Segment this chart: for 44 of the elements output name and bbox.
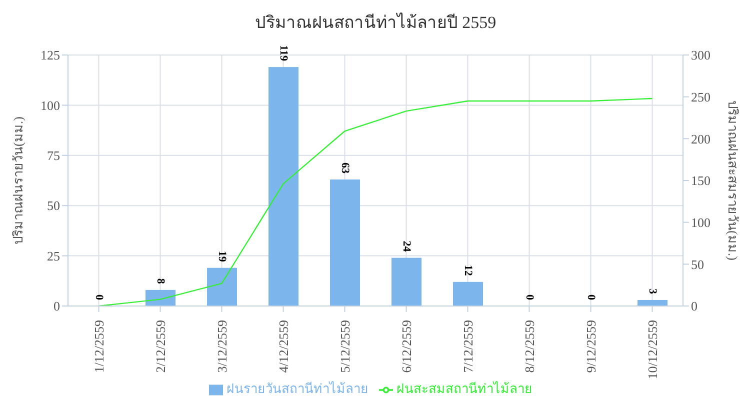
x-tick-label: 8/12/2559 (522, 320, 537, 373)
y-tick-label: 125 (40, 48, 60, 63)
legend-label: ฝนสะสมสถานีท่าไม้ลาย (396, 381, 532, 396)
y2-tick-label: 50 (691, 256, 704, 272)
bar (268, 67, 298, 306)
y2-tick-label: 200 (691, 131, 710, 146)
x-tick-label: 10/12/2559 (644, 320, 660, 380)
y2-tick-label: 250 (691, 89, 710, 104)
y2-tick-label: 150 (691, 173, 710, 188)
y-tick-label: 75 (47, 148, 60, 164)
data-label: 8 (154, 278, 166, 284)
data-label: 0 (585, 294, 597, 300)
y-tick-label: 25 (47, 248, 60, 264)
bar (638, 300, 668, 306)
x-tick-label: 6/12/2559 (398, 320, 414, 373)
x-tick-label: 2/12/2559 (152, 320, 168, 373)
y-axis-title: ปริมาณฝนรายวัน(มม.) (10, 116, 26, 244)
y2-tick-label: 0 (691, 298, 698, 314)
data-label: 24 (400, 240, 412, 252)
data-label: 3 (646, 288, 658, 294)
data-label: 12 (462, 264, 474, 276)
x-tick-label: 4/12/2559 (276, 320, 291, 373)
data-label: 19 (216, 250, 228, 262)
y-tick-label: 0 (54, 298, 60, 314)
bar (392, 258, 422, 306)
y2-tick-label: 100 (691, 214, 710, 230)
y2-tick-label: 300 (691, 48, 710, 63)
y2-axis-title: ปริมาณฝนสะสมรายวัน(มม.) (725, 100, 740, 260)
y-tick-label: 50 (47, 198, 60, 214)
data-label: 119 (278, 45, 290, 62)
x-tick-label: 3/12/2559 (214, 320, 230, 373)
chart-title: ปริมาณฝนสถานีท่าไม้ลายปี 2559 (254, 12, 498, 34)
x-tick-label: 5/12/2559 (337, 320, 352, 373)
data-label: 63 (339, 162, 351, 174)
x-tick-label: 9/12/2559 (583, 320, 598, 373)
bar (453, 282, 483, 306)
data-label: 0 (524, 294, 536, 300)
x-tick-label: 7/12/2559 (460, 320, 476, 373)
bar (207, 268, 237, 306)
data-label: 0 (93, 294, 105, 300)
bar (330, 179, 360, 306)
x-tick-label: 1/12/2559 (91, 320, 106, 373)
y-tick-label: 100 (40, 98, 60, 113)
legend-label: ฝนรายวันสถานีท่าไม้ลาย (226, 381, 368, 396)
